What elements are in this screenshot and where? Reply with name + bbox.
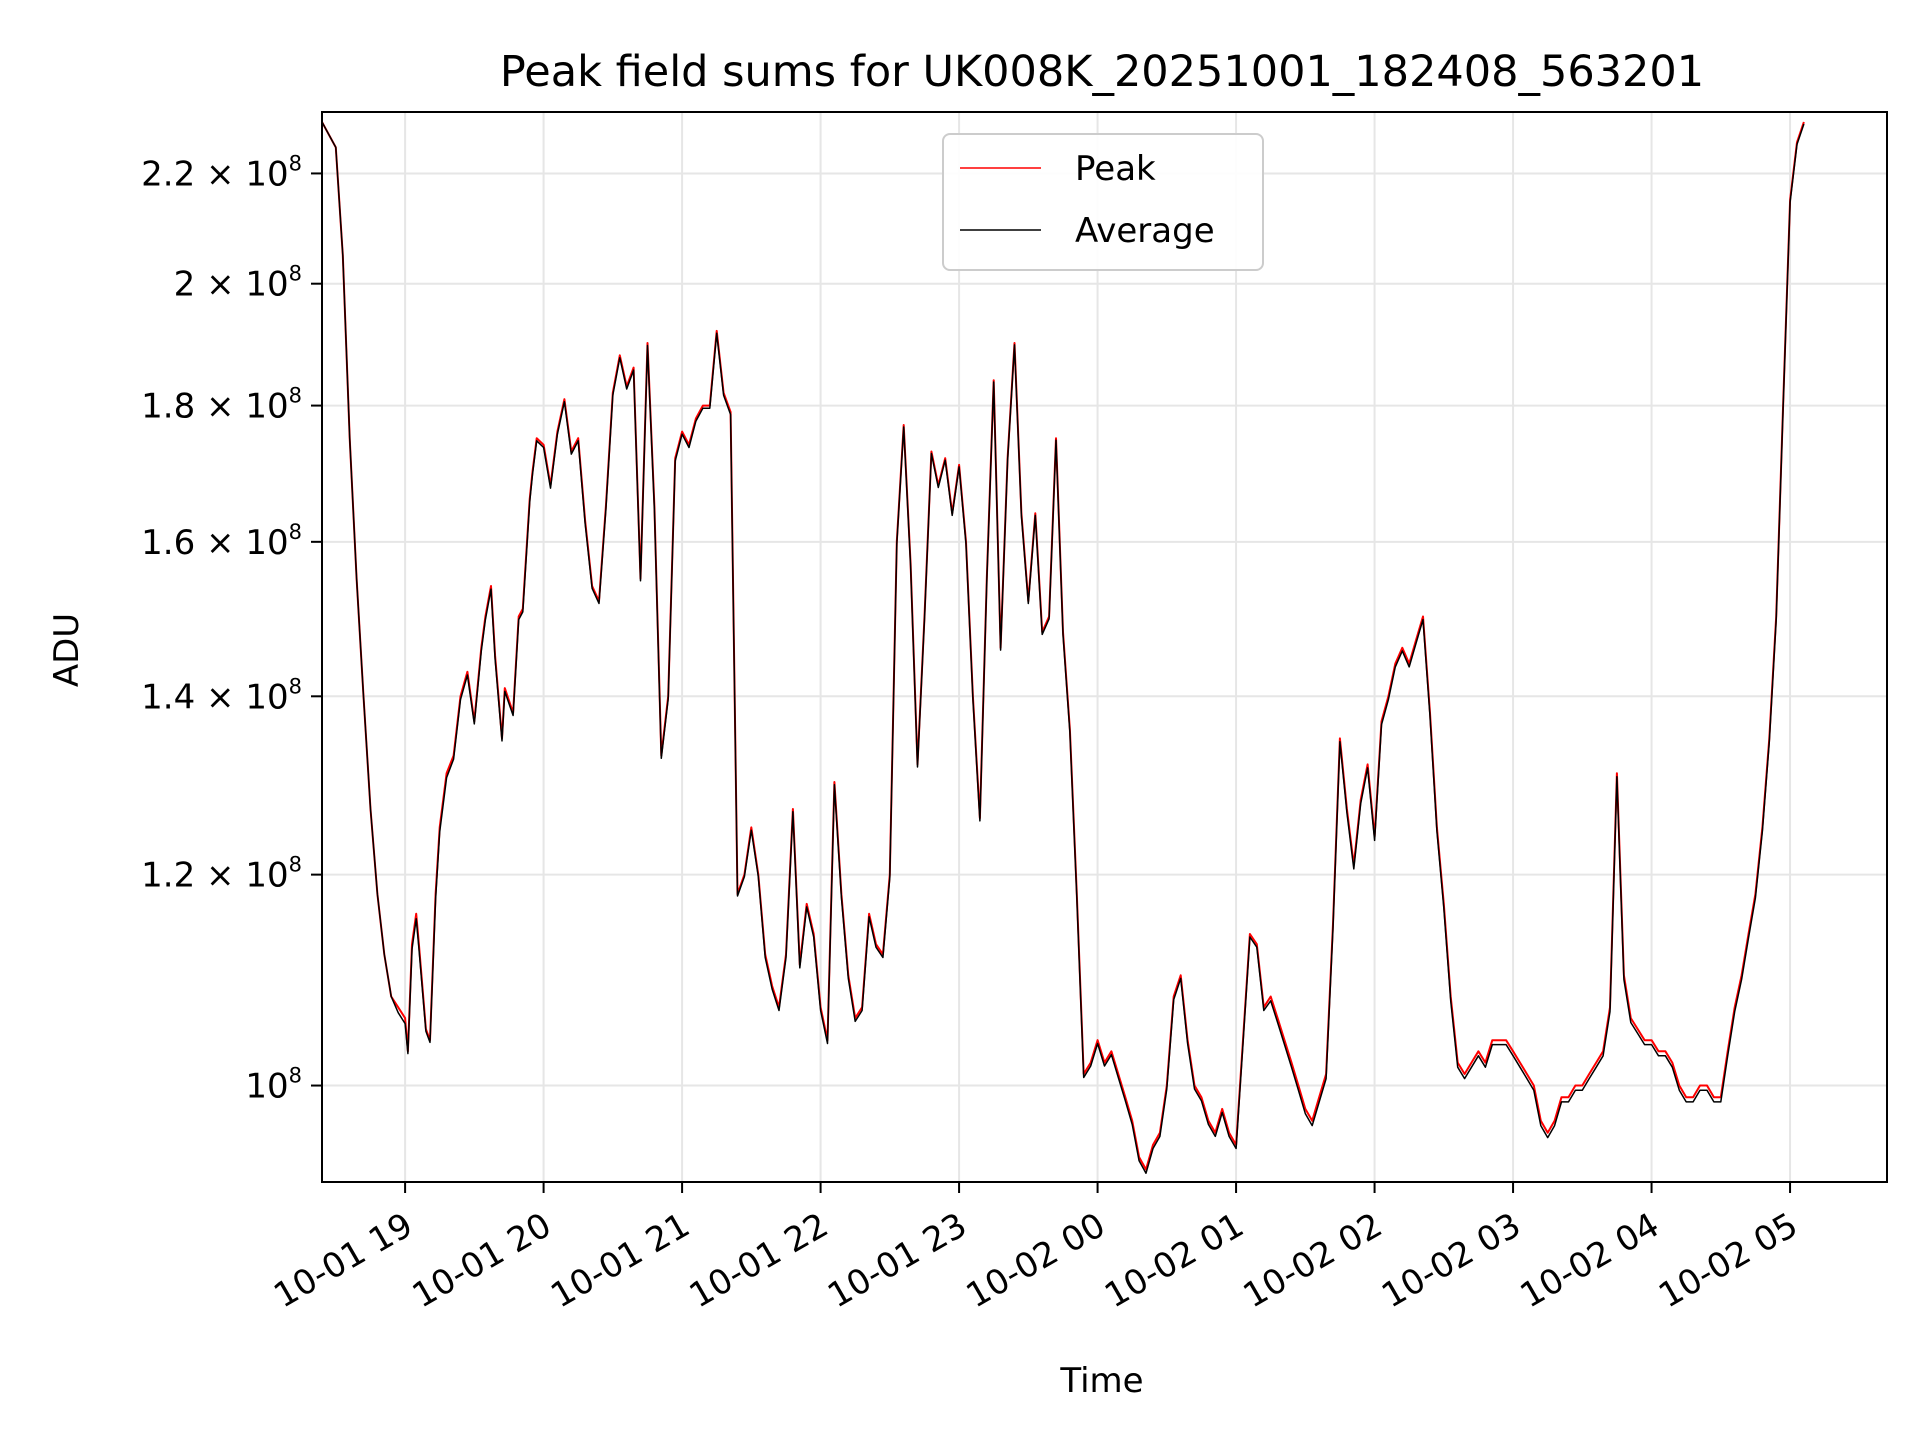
chart-title: Peak field sums for UK008K_20251001_1824… [500, 47, 1704, 97]
legend-peak-label: Peak [1075, 149, 1156, 189]
y-tick-label: 1.6 × 108 [141, 520, 302, 563]
series-line-average [321, 121, 1805, 1174]
grid-lines [322, 112, 1887, 1182]
y-tick-label: 1.4 × 108 [141, 674, 302, 717]
y-tick-label: 2 × 108 [174, 262, 302, 305]
series-layer [321, 121, 1805, 1174]
y-tick-label: 108 [245, 1064, 302, 1107]
y-tick-label: 1.8 × 108 [141, 384, 302, 427]
legend: Peak Average [942, 133, 1264, 271]
series-line-peak [321, 121, 1805, 1171]
y-tick-label: 1.2 × 108 [141, 853, 302, 896]
plot-frame [321, 111, 1888, 1183]
legend-average-label: Average [1075, 211, 1215, 251]
y-axis-ticks: 108 1.2 × 108 1.4 × 108 1.6 × 108 1.8 × 108 2… [141, 151, 322, 1107]
y-axis-label: ADU [47, 613, 87, 687]
y-tick-label: 2.2 × 108 [141, 151, 302, 194]
x-axis-label: Time [1059, 1361, 1143, 1401]
